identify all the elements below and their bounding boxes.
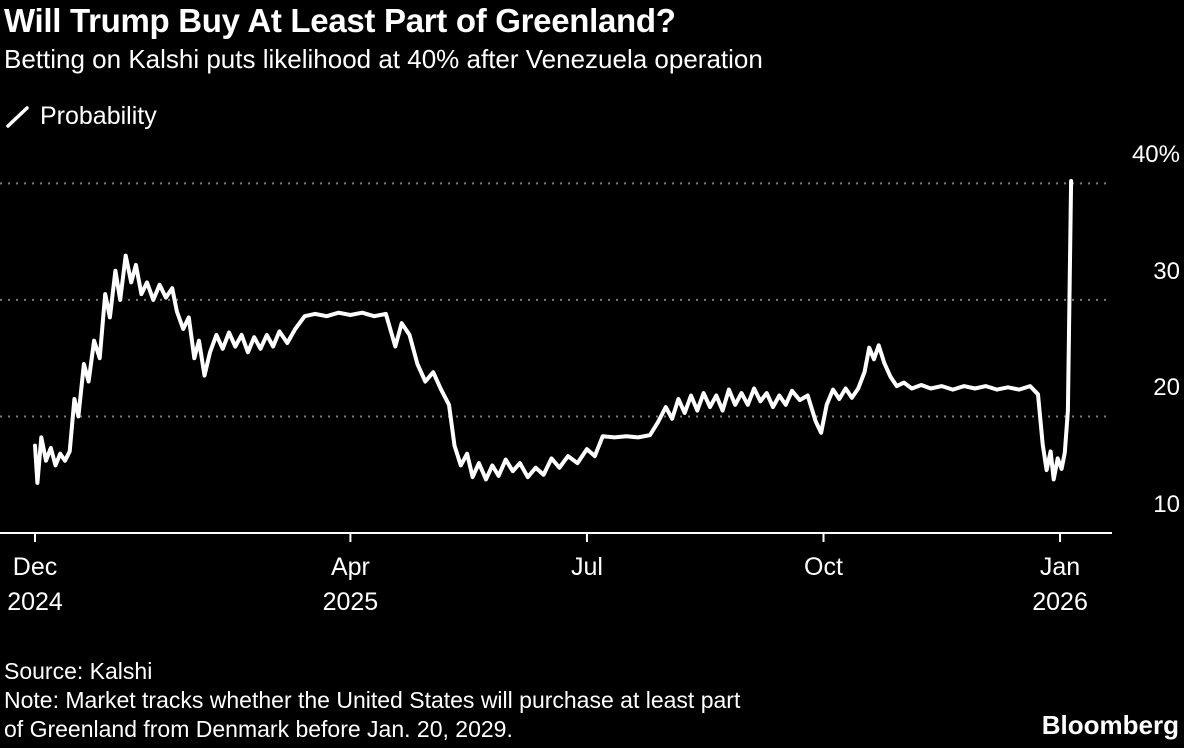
y-axis-label-40: 40%: [1131, 141, 1180, 169]
note-text-line2: of Greenland from Denmark before Jan. 20…: [4, 716, 513, 742]
source-text: Source: Kalshi: [4, 658, 153, 684]
x-axis-label-apr-2025: Apr 2025: [323, 552, 379, 617]
bloomberg-logo: Bloomberg: [1041, 710, 1179, 740]
probability-line-icon: [6, 105, 30, 129]
x-axis-label-dec-2024: Dec 2024: [7, 552, 63, 617]
legend: Probability: [6, 102, 157, 131]
x-tick-month: Jan: [1039, 553, 1081, 581]
x-tick-month: Apr: [330, 553, 370, 581]
y-axis-label-20: 20: [1153, 374, 1180, 402]
x-axis-label-jul: Jul: [571, 552, 603, 587]
x-axis-label-jan-2026: Jan 2026: [1032, 552, 1088, 617]
x-tick-year: 2026: [1032, 588, 1088, 616]
x-tick-month: Oct: [804, 553, 843, 581]
x-tick-year: 2025: [322, 588, 379, 616]
x-tick-year: 2024: [7, 588, 63, 616]
note-text-line1: Note: Market tracks whether the United S…: [4, 687, 741, 713]
chart-title: Will Trump Buy At Least Part of Greenlan…: [4, 2, 676, 39]
x-tick-month: Dec: [12, 553, 58, 581]
legend-label: Probability: [40, 102, 157, 130]
y-axis-label-30: 30: [1153, 257, 1180, 285]
chart-subtitle: Betting on Kalshi puts likelihood at 40%…: [4, 44, 763, 74]
x-axis-label-oct: Oct: [804, 552, 843, 587]
y-axis-label-10: 10: [1153, 491, 1180, 518]
x-tick-month: Jul: [570, 553, 603, 581]
